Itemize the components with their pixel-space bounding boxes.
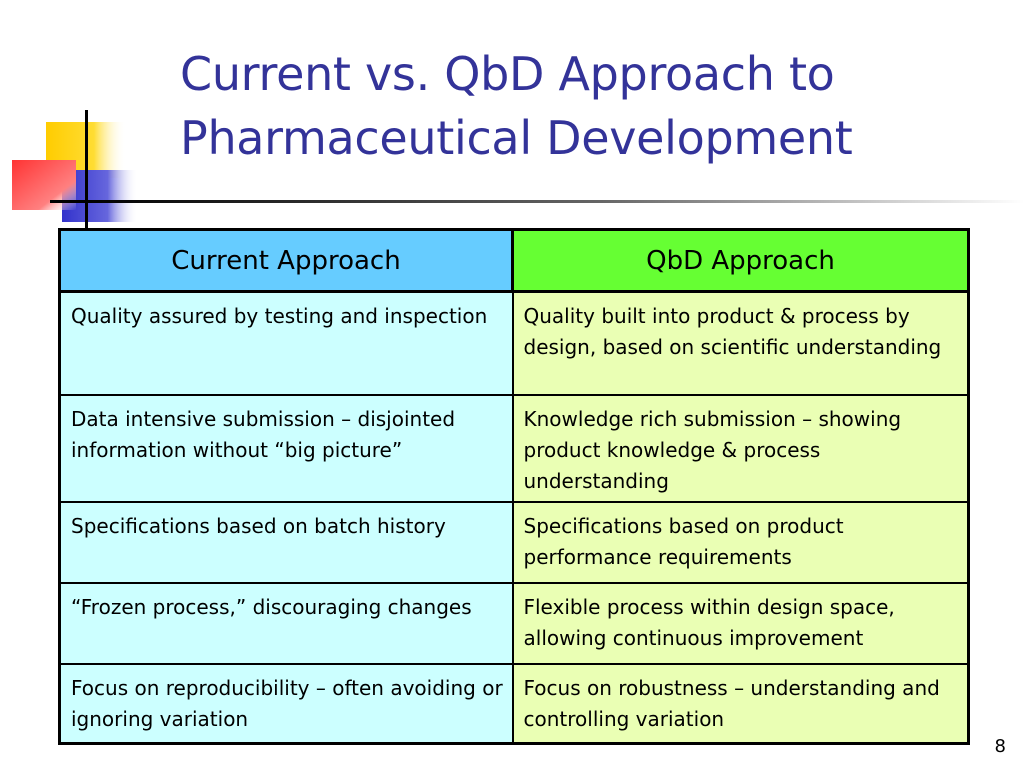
table-row: “Frozen process,” discouraging changes F…	[58, 582, 970, 665]
cell-qbd: Specifications based on product performa…	[511, 501, 970, 584]
comparison-table: Current Approach QbD Approach Quality as…	[58, 228, 970, 745]
deco-short-line	[50, 200, 90, 203]
deco-vertical-line	[85, 110, 88, 228]
table-row: Focus on reproducibility – often avoidin…	[58, 663, 970, 745]
header-current-approach: Current Approach	[58, 228, 514, 293]
slide-number: 8	[994, 736, 1006, 757]
table-row: Data intensive submission – disjointed i…	[58, 394, 970, 503]
deco-red-square	[12, 160, 76, 210]
title-line-1: Current vs. QbD Approach to	[180, 47, 835, 101]
cell-current: Quality assured by testing and inspectio…	[58, 290, 514, 396]
deco-yellow-square	[46, 122, 126, 178]
cell-qbd: Flexible process within design space, al…	[511, 582, 970, 665]
table-row: Quality assured by testing and inspectio…	[58, 290, 970, 396]
cell-current: Focus on reproducibility – often avoidin…	[58, 663, 514, 745]
title-line-2: Pharmaceutical Development	[180, 111, 853, 165]
slide-title: Current vs. QbD Approach to Pharmaceutic…	[180, 42, 1000, 170]
cell-qbd: Focus on robustness – understanding and …	[511, 663, 970, 745]
cell-current: “Frozen process,” discouraging changes	[58, 582, 514, 665]
cell-qbd: Knowledge rich submission – showing prod…	[511, 394, 970, 503]
deco-blue-square	[62, 170, 138, 222]
cell-qbd: Quality built into product & process by …	[511, 290, 970, 396]
cell-current: Data intensive submission – disjointed i…	[58, 394, 514, 503]
cell-current: Specifications based on batch history	[58, 501, 514, 584]
title-underline	[85, 200, 1024, 203]
table-row: Specifications based on batch history Sp…	[58, 501, 970, 584]
header-qbd-approach: QbD Approach	[511, 228, 970, 293]
table-header-row: Current Approach QbD Approach	[58, 228, 970, 293]
